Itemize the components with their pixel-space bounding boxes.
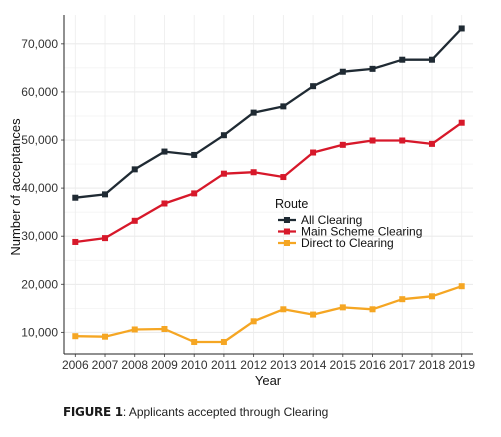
- legend-swatch-marker: [284, 217, 290, 223]
- data-point: [191, 190, 198, 197]
- data-point: [458, 119, 465, 126]
- y-tick-label: 50,000: [21, 133, 58, 147]
- data-point: [102, 235, 109, 242]
- x-axis-title: Year: [255, 373, 282, 388]
- x-tick-label: 2012: [240, 358, 267, 372]
- data-point: [310, 311, 317, 318]
- x-tick-label: 2007: [92, 358, 119, 372]
- data-point: [310, 83, 317, 90]
- gridlines: [64, 15, 473, 354]
- x-tick-label: 2008: [121, 358, 148, 372]
- x-tick-label: 2014: [300, 358, 327, 372]
- series-line: [75, 285, 463, 344]
- data-point: [131, 326, 138, 333]
- data-point: [102, 333, 109, 340]
- data-point: [458, 25, 465, 32]
- y-tick-label: 20,000: [21, 277, 58, 291]
- data-point: [428, 56, 435, 63]
- y-tick-labels: 10,000 20,000 30,000 40,000 50,000 60,000 70,0…: [21, 37, 64, 339]
- legend-label: Main Scheme Clearing: [301, 225, 422, 239]
- figure-label: FIGURE 1: [63, 405, 123, 419]
- data-point: [399, 56, 406, 63]
- data-point: [161, 148, 168, 155]
- x-tick-label: 2009: [151, 358, 178, 372]
- plot-panel: [64, 15, 473, 354]
- series-all-clearing: [72, 25, 465, 201]
- data-point: [280, 103, 287, 110]
- axes: [63, 15, 473, 355]
- data-point: [369, 65, 376, 72]
- legend-label: Direct to Clearing: [301, 236, 394, 250]
- figure-caption: FIGURE 1: Applicants accepted through Cl…: [63, 405, 328, 419]
- data-point: [399, 296, 406, 303]
- y-tick-label: 30,000: [21, 229, 58, 243]
- data-point: [458, 283, 465, 290]
- series-lines: [72, 25, 465, 345]
- series-main-scheme-clearing: [72, 119, 465, 245]
- data-point: [428, 140, 435, 147]
- data-point: [102, 191, 109, 198]
- y-axis-title: Number of acceptances: [8, 118, 23, 256]
- series-line: [75, 27, 463, 199]
- legend-label: All Clearing: [301, 213, 362, 227]
- y-tick-label: 70,000: [21, 37, 58, 51]
- data-point: [72, 238, 79, 245]
- x-tick-label: 2017: [389, 358, 416, 372]
- data-point: [428, 293, 435, 300]
- data-point: [250, 169, 257, 176]
- data-point: [310, 149, 317, 156]
- data-point: [161, 200, 168, 207]
- data-point: [339, 68, 346, 75]
- legend-title: Route: [275, 197, 308, 211]
- data-point: [72, 194, 79, 201]
- data-point: [339, 141, 346, 148]
- data-point: [220, 170, 227, 177]
- data-point: [250, 109, 257, 116]
- data-point: [131, 166, 138, 173]
- x-tick-label: 2011: [211, 358, 237, 372]
- x-tick-label: 2015: [329, 358, 356, 372]
- x-tick-labels: 2006 2007 2008 2009 2010 2011 2012 2013 2014 2015…: [62, 354, 475, 372]
- y-tick-label: 40,000: [21, 181, 58, 195]
- series-line: [75, 121, 463, 244]
- caption-text: : Applicants accepted through Clearing: [122, 405, 329, 419]
- data-point: [72, 333, 79, 340]
- data-point: [220, 132, 227, 139]
- y-tick-label: 60,000: [21, 85, 58, 99]
- series-direct-to-clearing: [72, 283, 465, 345]
- data-point: [369, 306, 376, 313]
- legend-swatch-marker: [284, 228, 290, 235]
- data-point: [191, 338, 198, 345]
- y-tick-label: 10,000: [21, 325, 58, 339]
- data-point: [250, 318, 257, 325]
- x-tick-label: 2013: [270, 358, 297, 372]
- data-point: [399, 137, 406, 144]
- x-tick-label: 2016: [359, 358, 386, 372]
- data-point: [280, 306, 287, 313]
- data-point: [220, 338, 227, 345]
- data-point: [369, 137, 376, 144]
- legend-swatch-marker: [284, 240, 290, 246]
- x-tick-label: 2019: [448, 358, 475, 372]
- x-tick-label: 2010: [181, 358, 208, 372]
- data-point: [131, 217, 138, 224]
- line-chart: 10,000 20,000 30,000 40,000 50,000 60,000 70,0…: [8, 15, 475, 388]
- x-tick-label: 2018: [419, 358, 446, 372]
- data-point: [161, 325, 168, 332]
- data-point: [191, 151, 198, 158]
- data-point: [339, 304, 346, 311]
- data-point: [280, 174, 287, 181]
- x-tick-label: 2006: [62, 358, 89, 372]
